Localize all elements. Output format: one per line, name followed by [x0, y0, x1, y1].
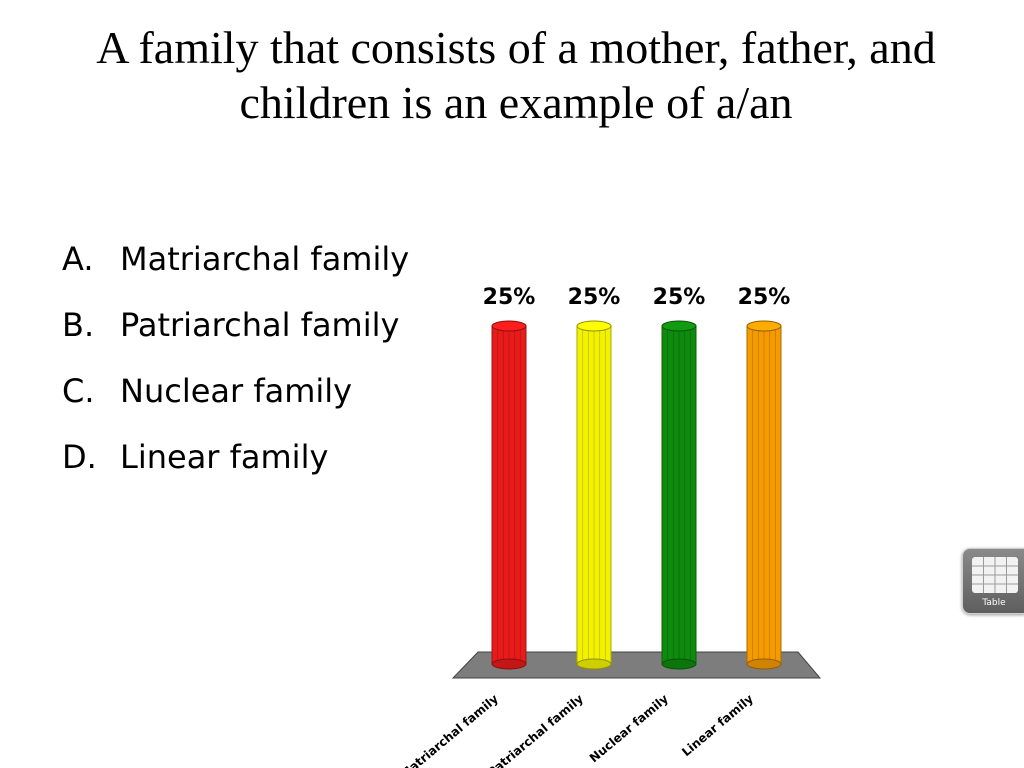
bar-value-label: 25%: [483, 285, 536, 310]
category-label: Nuclear family: [587, 691, 671, 765]
answer-option-c: C. Nuclear family: [62, 372, 409, 438]
answer-letter: B.: [62, 306, 95, 344]
answer-letter: C.: [62, 372, 95, 410]
answer-text: Matriarchal family: [120, 240, 410, 278]
answer-letter: A.: [62, 240, 94, 278]
bar-2: [576, 320, 612, 670]
answer-text: Nuclear family: [120, 372, 353, 410]
table-grid-icon: [972, 557, 1018, 593]
table-view-button[interactable]: Table: [962, 548, 1024, 614]
chart-floor: [451, 651, 822, 679]
question-title: A family that consists of a mother, fath…: [96, 22, 936, 129]
bar-4: [746, 320, 782, 670]
answer-text: Patriarchal family: [120, 306, 400, 344]
answer-text: Linear family: [120, 438, 329, 476]
answer-option-b: B. Patriarchal family: [62, 306, 409, 372]
category-label: Matriarchal family: [397, 691, 501, 768]
bar-value-label: 25%: [653, 285, 706, 310]
bar-value-label: 25%: [568, 285, 621, 310]
answer-option-d: D. Linear family: [62, 438, 409, 504]
answer-list: A. Matriarchal family B. Patriarchal fam…: [62, 240, 409, 504]
answer-letter: D.: [62, 438, 97, 476]
bar-3: [661, 320, 697, 670]
table-view-label: Table: [982, 598, 1006, 608]
bar-value-label: 25%: [738, 285, 791, 310]
answer-option-a: A. Matriarchal family: [62, 240, 409, 306]
bar-1: [491, 320, 527, 670]
category-label: Linear family: [679, 691, 756, 759]
